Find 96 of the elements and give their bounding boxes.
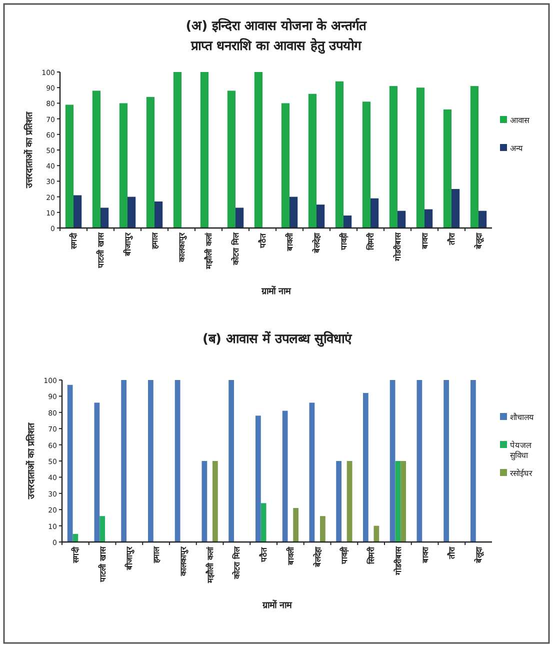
bar xyxy=(363,392,368,542)
bar xyxy=(470,86,478,228)
bar xyxy=(228,380,234,542)
bar xyxy=(260,503,266,542)
x-tick-label: कालकापुर xyxy=(178,232,188,263)
bar xyxy=(320,516,326,542)
x-tick-label: सगदी xyxy=(70,546,80,564)
x-tick-label: बीजापुर xyxy=(122,232,134,257)
bar xyxy=(227,90,236,228)
legend-label: शौचालय xyxy=(510,412,534,422)
bar xyxy=(92,90,100,228)
bar xyxy=(390,380,396,542)
x-tick-label: बावली xyxy=(284,232,294,252)
bar xyxy=(174,380,180,542)
x-tick-label: बेलूदा xyxy=(474,232,484,250)
x-tick-label: हमाल xyxy=(150,232,160,250)
bar xyxy=(362,102,370,228)
x-tick-label: पाटली खास xyxy=(96,232,106,269)
x-tick-label: बीजापुर xyxy=(124,546,136,571)
bar xyxy=(121,380,126,542)
bar xyxy=(309,402,315,542)
x-tick-label: हमाल xyxy=(152,546,162,564)
chart-title: (अ) इन्दिरा आवास योजना के अन्तर्गत प्राप्त धनराशि का आवास हेतु उपयोग xyxy=(186,18,368,54)
bar xyxy=(282,410,288,542)
bar xyxy=(202,461,208,542)
legend-label: पेयजल सुविधा xyxy=(510,440,532,461)
bar xyxy=(478,210,487,228)
bar xyxy=(293,508,298,542)
x-tick-label: पावड़ी xyxy=(339,546,350,565)
x-tick-label: पठैत xyxy=(258,547,269,563)
x-tick-label: गोडरीबास xyxy=(392,232,402,262)
x-tick-label: सिमरी xyxy=(366,232,376,251)
bar xyxy=(212,461,218,542)
x-tick-label: तौरा xyxy=(446,232,456,246)
bar xyxy=(344,216,352,228)
bar xyxy=(308,94,316,228)
bar xyxy=(200,72,208,228)
bar xyxy=(395,461,401,542)
bar xyxy=(256,416,261,542)
bar xyxy=(119,103,128,228)
bar xyxy=(154,201,163,228)
bar xyxy=(443,109,452,228)
bar xyxy=(65,104,74,228)
x-tick-label: गोडरीबास xyxy=(392,546,403,576)
x-tick-label: बावरा xyxy=(420,546,430,564)
bar xyxy=(424,209,433,228)
bar xyxy=(336,461,342,542)
y-axis-title: उत्तरदाताओं का प्रतिशत xyxy=(23,110,35,190)
bar xyxy=(94,402,100,542)
bar xyxy=(316,204,325,228)
x-tick-label: पठैत xyxy=(258,233,268,249)
bar xyxy=(74,195,82,228)
bar xyxy=(346,461,352,542)
bar xyxy=(335,81,344,228)
bar xyxy=(128,196,136,228)
x-tick-label: कोटरा मिल xyxy=(232,546,242,580)
legend-label: अन्य xyxy=(510,144,523,153)
legend-label: रसोईघर xyxy=(510,468,533,478)
bar xyxy=(100,516,105,542)
x-tick-label: कोटरा मिल xyxy=(230,232,240,266)
bar xyxy=(444,380,449,542)
legend-label: आवास xyxy=(510,116,530,125)
x-tick-label: सिमरी xyxy=(366,546,376,565)
bar xyxy=(281,103,290,228)
x-tick-label: बेलदेहा xyxy=(312,232,322,254)
bar xyxy=(400,461,406,542)
bar xyxy=(67,384,73,542)
x-tick-label: पाटली खास xyxy=(97,546,108,583)
bar xyxy=(398,210,406,228)
x-tick-label: मझौली कलां xyxy=(204,232,214,270)
bar xyxy=(236,208,244,228)
x-tick-label: बावली xyxy=(285,546,296,566)
bar xyxy=(173,72,182,228)
y-axis-title: उत्तरदाताओं का प्रतिशत xyxy=(25,422,37,500)
bar xyxy=(452,189,460,228)
x-tick-label: तौरा xyxy=(446,546,457,560)
bar xyxy=(290,196,298,228)
bar xyxy=(416,88,424,228)
x-tick-label: बावरा xyxy=(420,232,430,250)
chart-title: (ब) आवास में उपलब्ध सुविधाएं xyxy=(202,331,352,347)
bar xyxy=(254,72,262,228)
bar xyxy=(470,380,476,542)
x-tick-label: सगदी xyxy=(68,232,78,250)
x-tick-label: मझौली कलां xyxy=(204,546,215,584)
bar xyxy=(148,380,154,542)
x-tick-label: बेलदेहा xyxy=(312,546,322,568)
x-tick-label: पावड़ी xyxy=(338,232,348,251)
x-axis-title: ग्रामों नाम xyxy=(260,285,292,297)
x-axis-title: ग्रामों नाम xyxy=(261,599,293,611)
bar xyxy=(416,380,422,542)
x-tick-label: कालकापुर xyxy=(178,546,189,577)
bar xyxy=(146,96,154,228)
bar xyxy=(370,198,379,228)
bar xyxy=(100,208,109,228)
bar xyxy=(389,86,398,228)
x-tick-label: बेलूदा xyxy=(474,546,485,564)
